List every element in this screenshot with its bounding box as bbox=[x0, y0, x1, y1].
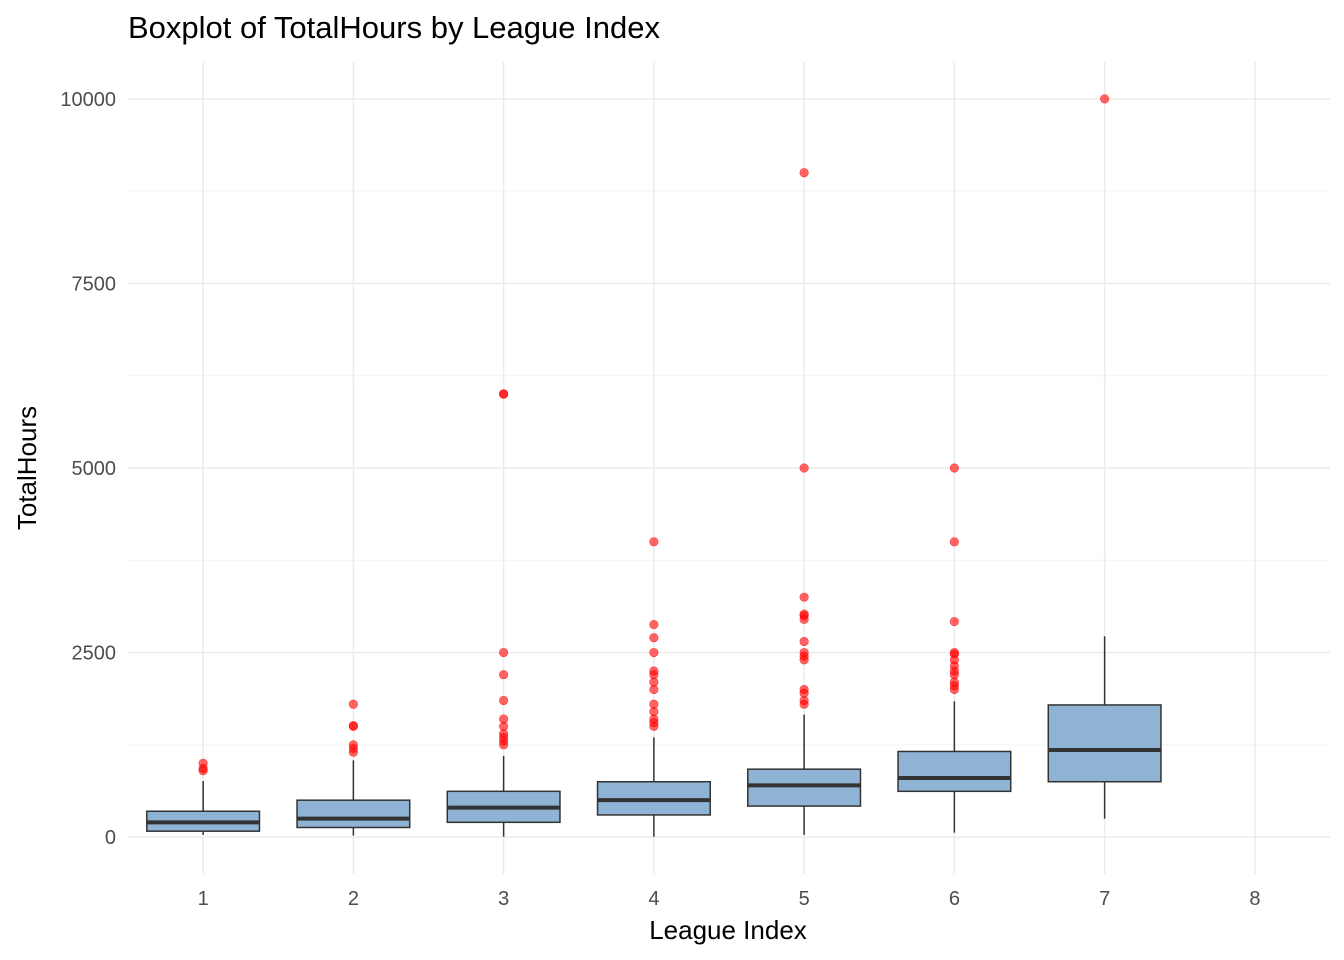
outlier-point bbox=[799, 463, 809, 473]
x-tick-label: 4 bbox=[648, 888, 659, 910]
x-tick-label: 5 bbox=[799, 888, 810, 910]
outlier-point bbox=[649, 633, 659, 643]
x-tick-label: 1 bbox=[198, 888, 209, 910]
y-tick-label: 0 bbox=[105, 827, 116, 849]
x-tick-label: 7 bbox=[1099, 888, 1110, 910]
x-axis-ticks: 1 2 3 4 5 6 7 8 bbox=[198, 888, 1261, 910]
outlier-point bbox=[649, 647, 659, 658]
x-tick-label: 3 bbox=[498, 888, 509, 910]
x-axis-title: League Index bbox=[649, 915, 807, 945]
outlier-point bbox=[949, 463, 959, 473]
outlier-point bbox=[799, 684, 809, 695]
outlier-point bbox=[649, 699, 659, 709]
box-4 bbox=[596, 737, 711, 837]
box-2 bbox=[296, 760, 411, 836]
box-iqr bbox=[296, 799, 411, 829]
box-5 bbox=[747, 714, 862, 835]
outlier-points bbox=[198, 94, 1110, 776]
outlier-point bbox=[799, 592, 809, 602]
outlier-point bbox=[799, 168, 809, 178]
outlier-point bbox=[1100, 94, 1110, 104]
box-iqr bbox=[1047, 704, 1162, 783]
outlier-point bbox=[348, 699, 358, 709]
boxes bbox=[146, 636, 1162, 837]
outlier-point bbox=[499, 389, 509, 399]
outlier-point bbox=[348, 721, 358, 731]
outlier-point bbox=[499, 647, 509, 658]
outlier-point bbox=[799, 636, 809, 647]
outlier-point bbox=[799, 609, 809, 619]
y-axis-ticks: 0 2500 5000 7500 10000 bbox=[60, 89, 116, 849]
box-1 bbox=[146, 780, 261, 835]
box-iqr bbox=[747, 768, 862, 807]
box-7 bbox=[1047, 636, 1162, 819]
outlier-point bbox=[499, 714, 509, 724]
outlier-point bbox=[799, 647, 809, 658]
chart-title: Boxplot of TotalHours by League Index bbox=[128, 10, 660, 45]
y-tick-label: 5000 bbox=[72, 458, 117, 480]
box-3 bbox=[446, 755, 561, 837]
outlier-point bbox=[649, 619, 659, 630]
box-6 bbox=[897, 701, 1012, 833]
outlier-point bbox=[499, 670, 509, 680]
x-tick-label: 6 bbox=[949, 888, 960, 910]
outlier-point bbox=[649, 666, 659, 676]
y-tick-label: 7500 bbox=[72, 273, 117, 295]
x-tick-label: 2 bbox=[348, 888, 359, 910]
y-tick-label: 2500 bbox=[72, 643, 117, 665]
outlier-point bbox=[499, 695, 509, 706]
y-tick-label: 10000 bbox=[60, 89, 116, 111]
outlier-point bbox=[949, 537, 959, 547]
outlier-point bbox=[949, 616, 959, 627]
x-tick-label: 8 bbox=[1249, 888, 1260, 910]
y-axis-title: TotalHours bbox=[12, 406, 42, 530]
outlier-point bbox=[949, 647, 959, 658]
outlier-point bbox=[348, 740, 358, 750]
box-iqr bbox=[897, 750, 1012, 793]
outlier-point bbox=[649, 537, 659, 547]
outlier-point bbox=[198, 758, 208, 768]
